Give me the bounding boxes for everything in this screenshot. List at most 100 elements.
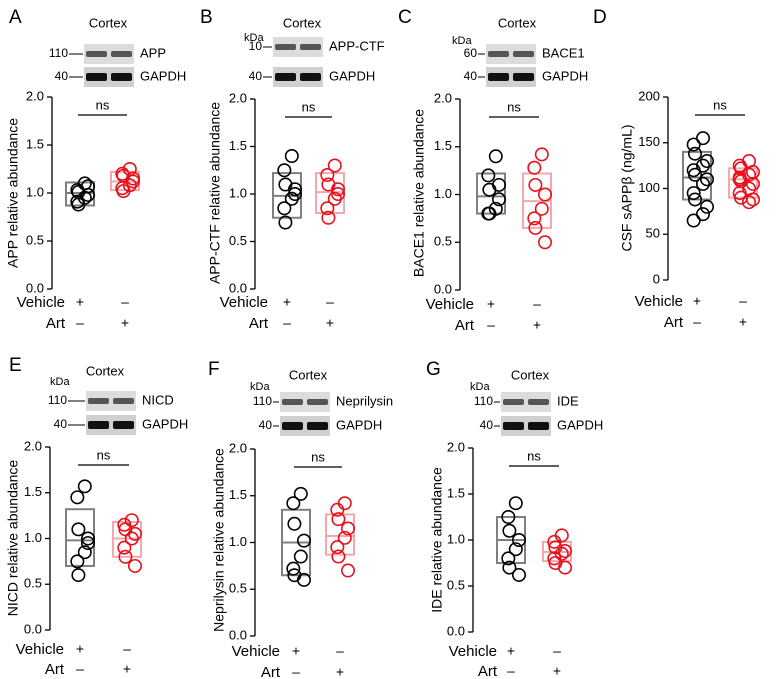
- blot-band: [503, 422, 524, 430]
- blot-strip: [280, 416, 330, 436]
- condition-sign: +: [739, 314, 747, 330]
- kda-label: kDa: [452, 35, 472, 47]
- condition-sign: +: [553, 663, 561, 679]
- blot-band: [528, 399, 549, 405]
- condition-sign: +: [487, 296, 495, 312]
- data-point: [124, 513, 139, 528]
- data-point: [284, 191, 299, 206]
- data-point: [71, 568, 86, 583]
- y-tick-label: 1.0: [229, 185, 247, 200]
- blot-band: [113, 421, 134, 429]
- data-point: [547, 534, 562, 549]
- data-point: [320, 201, 335, 216]
- data-point: [527, 160, 542, 175]
- y-tick-label: 200: [638, 88, 660, 103]
- condition-sign: –: [533, 296, 541, 312]
- y-tick-label: 1.0: [434, 186, 452, 201]
- y-tick-label: 1.5: [26, 136, 44, 151]
- y-tick-label: 2.0: [229, 440, 247, 455]
- blot-strip: [280, 392, 330, 412]
- data-point: [277, 201, 292, 216]
- data-point: [687, 146, 702, 161]
- data-point: [527, 211, 542, 226]
- data-point: [511, 532, 526, 547]
- blot-band: [111, 51, 132, 57]
- condition-sign: +: [336, 664, 344, 679]
- data-point: [554, 546, 569, 561]
- data-point: [482, 182, 497, 197]
- condition-sign: –: [76, 315, 84, 331]
- blot-band: [513, 51, 534, 57]
- condition-sign: –: [123, 641, 131, 657]
- protein-label: APP-CTF: [329, 38, 385, 53]
- y-tick-label: 2.0: [229, 90, 247, 105]
- condition-sign: –: [507, 663, 515, 679]
- blot-strip: [486, 67, 536, 87]
- region-label: Cortex: [289, 367, 328, 382]
- condition-sign: +: [76, 641, 84, 657]
- condition-sign: –: [326, 294, 334, 310]
- kda-label: kDa: [470, 381, 490, 393]
- condition-sign: –: [76, 661, 84, 677]
- condition-sign: +: [123, 661, 131, 677]
- data-point: [511, 567, 526, 582]
- data-point: [71, 522, 86, 537]
- blot-strip: [501, 416, 551, 436]
- kda-marker: 110: [48, 393, 67, 407]
- blot-strip: [273, 37, 323, 57]
- data-point: [502, 560, 517, 575]
- condition-sign: –: [292, 664, 300, 679]
- blot-band: [113, 398, 134, 404]
- y-tick-label: 0.0: [434, 281, 452, 296]
- data-point: [331, 512, 346, 527]
- condition-label-art: Art: [45, 661, 65, 678]
- data-point: [534, 201, 549, 216]
- condition-sign: +: [326, 315, 334, 331]
- data-point: [278, 215, 293, 230]
- condition-sign: –: [693, 314, 701, 330]
- box-art: [325, 513, 355, 556]
- y-axis-label: CSF sAPPβ (ng/mL): [619, 124, 635, 251]
- kda-marker: 40: [55, 69, 69, 83]
- data-point: [81, 531, 96, 546]
- y-tick-label: 0.0: [447, 623, 465, 638]
- y-tick-label: 150: [638, 134, 660, 149]
- data-point: [534, 147, 549, 162]
- kda-label: kDa: [250, 381, 270, 393]
- protein-label: GAPDH: [557, 417, 603, 432]
- data-point: [508, 496, 523, 511]
- data-point: [557, 560, 572, 575]
- data-point: [296, 572, 311, 587]
- condition-label-vehicle: Vehicle: [17, 294, 65, 311]
- panel-letter: A: [9, 7, 22, 28]
- data-point: [745, 192, 760, 207]
- blot-strip: [486, 44, 536, 64]
- y-tick-label: 1.0: [26, 184, 44, 199]
- y-tick-label: 0.0: [229, 627, 247, 642]
- kda-marker: 40: [54, 417, 68, 431]
- y-tick-label: 2.0: [447, 439, 465, 454]
- kda-marker: 40: [259, 418, 273, 432]
- kda-marker: 110: [474, 394, 493, 408]
- blot-band: [528, 422, 549, 430]
- condition-label-art: Art: [664, 314, 684, 331]
- blot-band: [282, 422, 303, 430]
- data-point: [482, 206, 497, 221]
- protein-label: GAPDH: [140, 68, 186, 83]
- protein-label: GAPDH: [142, 416, 188, 431]
- protein-label: GAPDH: [329, 68, 375, 83]
- data-point: [320, 168, 335, 183]
- y-tick-label: 0.0: [229, 280, 247, 295]
- condition-label-vehicle: Vehicle: [426, 296, 474, 313]
- data-point: [287, 516, 302, 531]
- data-point: [81, 187, 96, 202]
- y-tick-label: 50: [646, 226, 660, 241]
- data-point: [508, 542, 523, 557]
- data-point: [330, 502, 345, 517]
- data-point: [284, 149, 299, 164]
- kda-marker: 40: [249, 69, 263, 83]
- protein-label: Neprilysin: [336, 393, 393, 408]
- data-point: [687, 167, 702, 182]
